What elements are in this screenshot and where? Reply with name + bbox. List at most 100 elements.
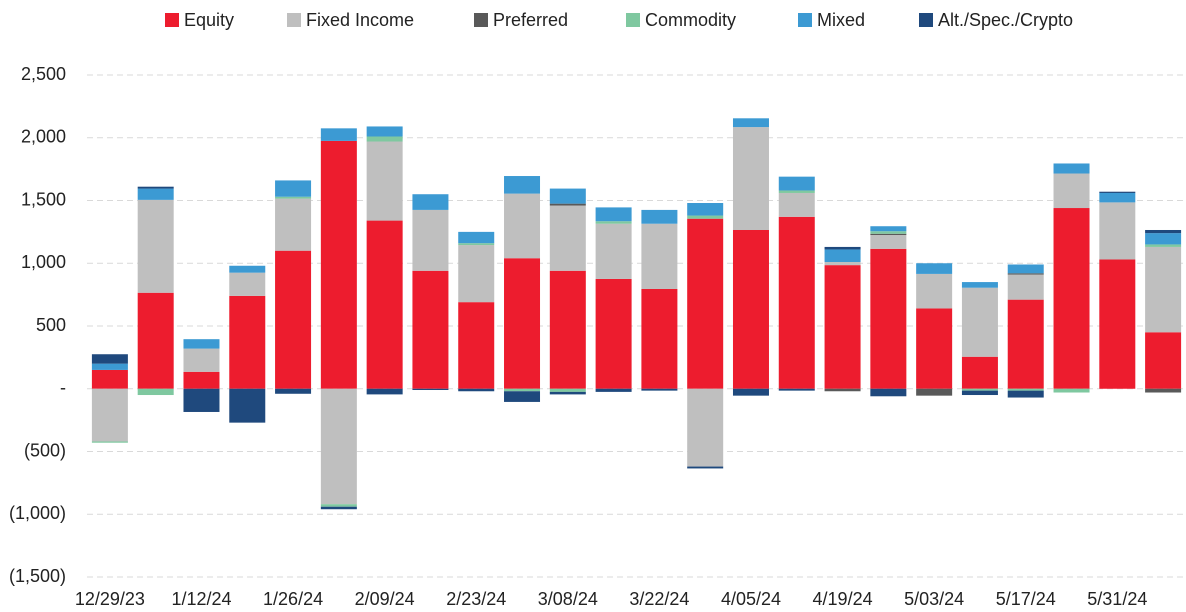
bar-segment xyxy=(549,205,586,271)
bar-segment xyxy=(366,141,403,221)
bar-segment xyxy=(824,249,861,262)
bar-segment xyxy=(687,203,724,216)
bar-segment xyxy=(1145,246,1182,333)
bar-segment xyxy=(183,339,220,349)
bar-segment xyxy=(824,388,861,392)
bar-segment xyxy=(961,390,998,396)
bar-segment xyxy=(916,273,953,309)
bar-segment xyxy=(1145,229,1182,234)
bar-segment xyxy=(1007,388,1044,391)
legend-label: Equity xyxy=(184,10,234,30)
y-tick-label: - xyxy=(60,378,66,398)
bar-segment xyxy=(870,233,907,236)
bar-segment xyxy=(504,176,541,194)
bar-segment xyxy=(275,196,312,199)
x-tick-label: 1/12/24 xyxy=(171,589,231,609)
bar-segment xyxy=(458,302,495,389)
bar-segment xyxy=(1007,273,1044,275)
legend-swatch xyxy=(626,13,640,27)
bar-segment xyxy=(687,218,724,389)
bar-segment xyxy=(824,265,861,389)
bar-segment xyxy=(778,176,815,191)
x-tick-label: 5/03/24 xyxy=(904,589,964,609)
bar-segment xyxy=(870,226,907,232)
bar-segment xyxy=(641,209,678,224)
legend-label: Commodity xyxy=(645,10,736,30)
bar-segment xyxy=(1099,191,1136,193)
bar-segment xyxy=(961,282,998,288)
bar-segment xyxy=(1053,173,1090,209)
bar-segment xyxy=(870,231,907,234)
legend-swatch xyxy=(919,13,933,27)
bar-segment xyxy=(549,391,586,395)
x-tick-label: 2/23/24 xyxy=(446,589,506,609)
bar-segment xyxy=(732,127,769,230)
bar-segment xyxy=(961,356,998,389)
bar-segment xyxy=(91,354,128,364)
bar-segment xyxy=(1099,192,1136,203)
bar-segment xyxy=(1007,274,1044,300)
bar-segment xyxy=(91,441,128,443)
bar-segment xyxy=(824,246,861,250)
bar-segment xyxy=(275,250,312,389)
bar-segment xyxy=(687,215,724,219)
bar-segment xyxy=(778,190,815,193)
bar-segment xyxy=(595,221,632,224)
bar-segment xyxy=(1053,208,1090,389)
y-tick-label: 2,000 xyxy=(21,127,66,147)
bar-segment xyxy=(687,466,724,469)
bar-segment xyxy=(961,388,998,391)
bar-segment xyxy=(504,193,541,259)
bar-segment xyxy=(732,388,769,396)
x-tick-label: 1/26/24 xyxy=(263,589,323,609)
bar-segment xyxy=(961,287,998,357)
bar-segment xyxy=(183,388,220,412)
x-tick-label: 3/22/24 xyxy=(629,589,689,609)
bar-segment xyxy=(412,209,449,271)
bar-segment xyxy=(137,199,174,293)
bar-segment xyxy=(366,220,403,389)
bar-segment xyxy=(458,231,495,244)
x-tick-label: 4/05/24 xyxy=(721,589,781,609)
x-tick-label: 2/09/24 xyxy=(355,589,415,609)
bar-segment xyxy=(275,388,312,394)
legend-swatch xyxy=(798,13,812,27)
bar-segment xyxy=(320,128,357,141)
bar-segment xyxy=(595,223,632,279)
legend-swatch xyxy=(287,13,301,27)
x-tick-label: 5/31/24 xyxy=(1087,589,1147,609)
y-tick-label: 1,500 xyxy=(21,189,66,209)
bar-segment xyxy=(549,188,586,204)
y-tick-label: (1,500) xyxy=(9,566,66,586)
legend-label: Preferred xyxy=(493,10,568,30)
bar-segment xyxy=(137,188,174,200)
bar-segment xyxy=(229,295,266,389)
bar-segment xyxy=(504,388,541,392)
bar-segment xyxy=(366,388,403,395)
bar-segment xyxy=(183,371,220,389)
bar-segment xyxy=(641,288,678,389)
bar-segment xyxy=(595,207,632,222)
bar-segment xyxy=(137,186,174,189)
bar-segment xyxy=(824,261,861,266)
y-tick-label: (500) xyxy=(24,440,66,460)
legend-label: Fixed Income xyxy=(306,10,414,30)
bar-segment xyxy=(137,388,174,396)
bar-segment xyxy=(1053,388,1090,393)
bar-segment xyxy=(595,278,632,389)
bar-segment xyxy=(366,126,403,137)
bar-segment xyxy=(320,388,357,505)
bar-segment xyxy=(687,388,724,467)
bar-segment xyxy=(91,363,128,370)
bar-segment xyxy=(870,248,907,389)
bar-segment xyxy=(1007,390,1044,398)
y-tick-label: 2,500 xyxy=(21,64,66,84)
bar-segment xyxy=(870,235,907,249)
bar-segment xyxy=(732,118,769,128)
bar-segment xyxy=(732,229,769,389)
bar-segment xyxy=(916,308,953,389)
bar-segment xyxy=(458,388,495,392)
bar-segment xyxy=(275,180,312,197)
bar-segment xyxy=(91,369,128,389)
